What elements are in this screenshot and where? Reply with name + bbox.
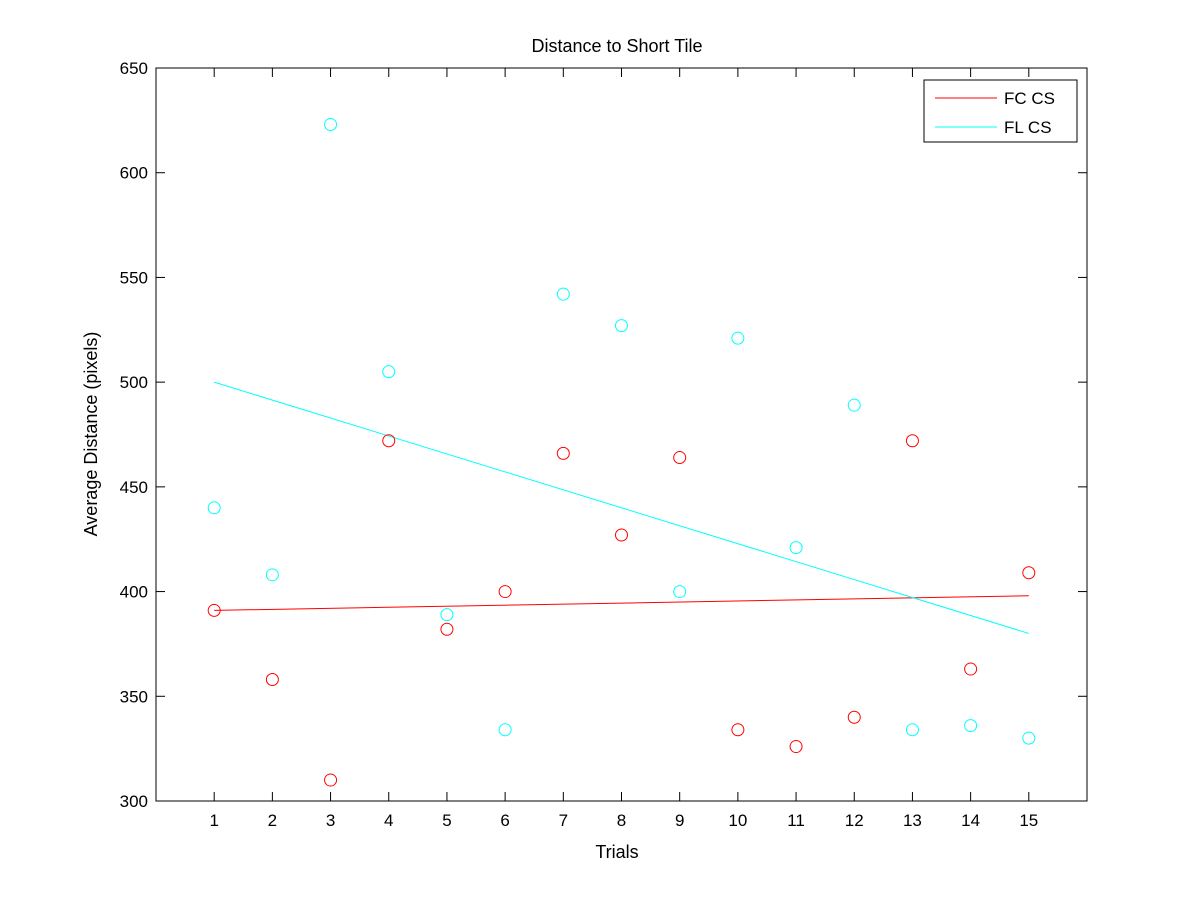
- x-tick-label: 2: [268, 811, 277, 830]
- data-point-fc-cs: [847, 710, 861, 724]
- data-point-fl-cs: [1022, 731, 1036, 745]
- y-tick-label: 650: [120, 59, 148, 78]
- data-point-fl-cs: [964, 719, 978, 733]
- y-tick-label: 300: [120, 792, 148, 811]
- data-point-fl-cs: [440, 608, 454, 622]
- trend-line-fl-cs: [214, 381, 1029, 634]
- x-tick-label: 3: [326, 811, 335, 830]
- x-tick-label: 15: [1019, 811, 1038, 830]
- data-point-fl-cs: [731, 331, 745, 345]
- x-tick-label: 13: [903, 811, 922, 830]
- data-point-fc-cs: [789, 740, 803, 754]
- x-tick-label: 4: [384, 811, 393, 830]
- data-point-fl-cs: [207, 501, 221, 515]
- y-axis-label: Average Distance (pixels): [81, 332, 101, 537]
- data-points: [207, 118, 1036, 787]
- x-tick-label: 12: [845, 811, 864, 830]
- data-point-fl-cs: [324, 118, 338, 132]
- plot-area: [155, 67, 1088, 802]
- y-tick-label: 550: [120, 268, 148, 287]
- x-tick-label: 11: [787, 811, 805, 830]
- axis-ticks: 1 2 3 4 5 6 7 8 9 10 11 12 13 14 153003504004505005506…: [120, 59, 1087, 830]
- legend-label-fl-cs: FL CS: [1004, 118, 1052, 137]
- y-tick-label: 450: [120, 478, 148, 497]
- legend-box: [923, 79, 1078, 143]
- data-point-fc-cs: [964, 662, 978, 676]
- y-tick-label: 500: [120, 373, 148, 392]
- trend-line-fc-cs: [214, 595, 1029, 611]
- data-point-fc-cs: [1022, 566, 1036, 580]
- trend-lines: [214, 381, 1029, 634]
- data-point-fc-cs: [324, 773, 338, 787]
- x-tick-label: 8: [617, 811, 626, 830]
- x-tick-label: 6: [500, 811, 509, 830]
- y-tick-label: 350: [120, 687, 148, 706]
- x-tick-label: 9: [675, 811, 684, 830]
- chart-title: Distance to Short Tile: [531, 36, 702, 56]
- data-point-fl-cs: [905, 723, 919, 737]
- x-tick-label: 7: [559, 811, 568, 830]
- legend-label-fc-cs: FC CS: [1004, 89, 1055, 108]
- data-point-fl-cs: [265, 568, 279, 582]
- data-point-fc-cs: [265, 673, 279, 687]
- data-point-fl-cs: [498, 723, 512, 737]
- data-point-fc-cs: [615, 528, 628, 542]
- data-point-fl-cs: [789, 541, 803, 555]
- data-point-fc-cs: [673, 451, 687, 465]
- data-point-fc-cs: [207, 603, 221, 617]
- data-point-fc-cs: [382, 434, 396, 448]
- data-point-fl-cs: [673, 585, 687, 599]
- data-point-fl-cs: [556, 287, 570, 301]
- data-point-fc-cs: [498, 585, 512, 599]
- y-tick-label: 400: [120, 583, 148, 602]
- x-tick-label: 14: [961, 811, 980, 830]
- x-tick-label: 1: [209, 811, 218, 830]
- y-tick-label: 600: [120, 164, 148, 183]
- legend: FC CS FL CS: [923, 79, 1078, 143]
- data-point-fc-cs: [440, 622, 454, 636]
- data-point-fl-cs: [847, 398, 861, 412]
- x-tick-label: 5: [442, 811, 451, 830]
- data-point-fc-cs: [905, 434, 919, 448]
- data-point-fc-cs: [556, 446, 570, 460]
- data-point-fc-cs: [731, 723, 745, 737]
- data-point-fl-cs: [382, 365, 396, 379]
- data-point-fl-cs: [615, 319, 628, 333]
- x-tick-label: 10: [728, 811, 747, 830]
- x-axis-label: Trials: [595, 842, 638, 862]
